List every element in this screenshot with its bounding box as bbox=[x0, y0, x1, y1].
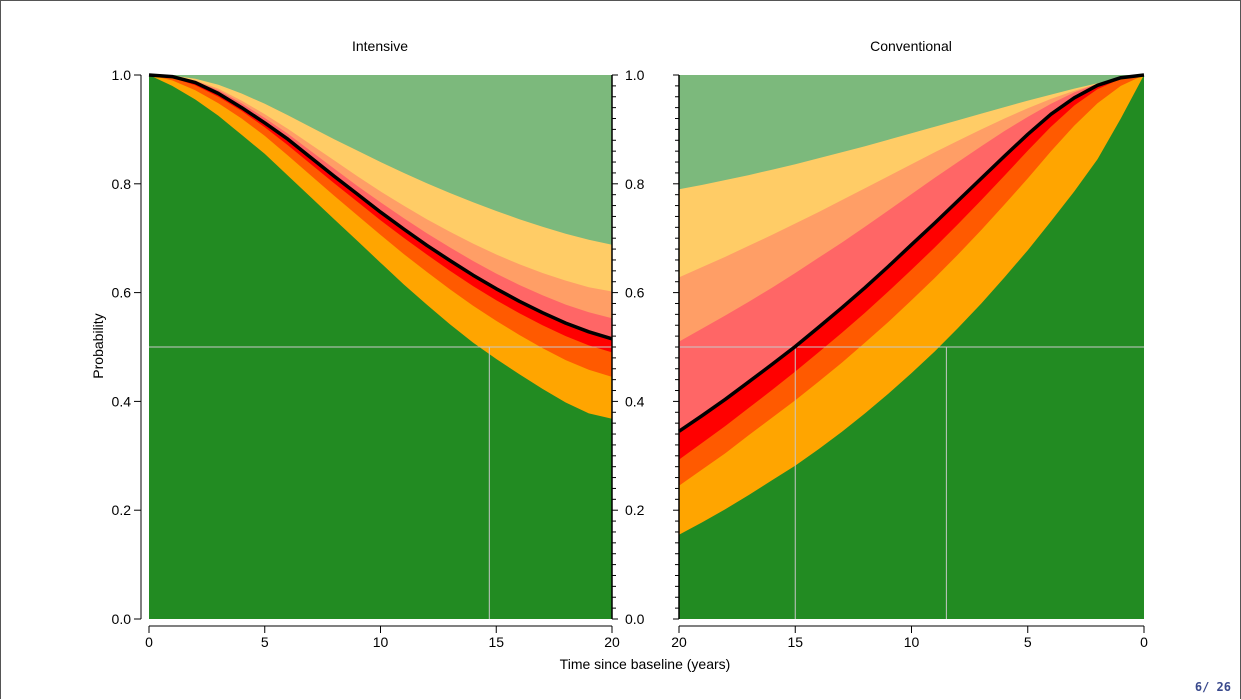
panel-title-intensive: Intensive bbox=[352, 38, 408, 54]
x-tick-label-intensive-3: 15 bbox=[488, 634, 504, 650]
y-tick-label-middle-4: 0.8 bbox=[625, 176, 645, 192]
y-tick-label-middle-5: 1.0 bbox=[625, 67, 645, 83]
curve-intensive bbox=[148, 73, 613, 341]
y-tick-label-middle-2: 0.4 bbox=[625, 393, 645, 409]
y-tick-label-middle-0: 0.0 bbox=[625, 611, 645, 627]
y-tick-label-middle-1: 0.2 bbox=[625, 502, 645, 518]
y-tick-label-middle-3: 0.6 bbox=[625, 285, 645, 301]
x-tick-label-conventional-4: 0 bbox=[1140, 634, 1148, 650]
x-tick-label-conventional-0: 20 bbox=[671, 634, 687, 650]
x-tick-label-intensive-0: 0 bbox=[145, 634, 153, 650]
y-tick-label-left-4: 0.8 bbox=[112, 176, 132, 192]
y-tick-label-left-3: 0.6 bbox=[112, 285, 132, 301]
y-tick-label-left-1: 0.2 bbox=[112, 502, 132, 518]
panel-intensive bbox=[148, 73, 613, 619]
page-number: 6/ 26 bbox=[1194, 680, 1231, 694]
curve-conventional bbox=[678, 73, 1145, 433]
x-tick-label-conventional-3: 5 bbox=[1024, 634, 1032, 650]
panel-conventional bbox=[678, 73, 1145, 619]
x-tick-label-intensive-2: 10 bbox=[373, 634, 389, 650]
x-tick-label-intensive-4: 20 bbox=[604, 634, 620, 650]
y-axis-label: Probability bbox=[90, 313, 106, 378]
y-tick-label-left-0: 0.0 bbox=[112, 611, 132, 627]
y-tick-label-left-5: 1.0 bbox=[112, 67, 132, 83]
panel-title-conventional: Conventional bbox=[870, 38, 952, 54]
x-tick-label-intensive-1: 5 bbox=[261, 634, 269, 650]
y-tick-label-left-2: 0.4 bbox=[112, 393, 132, 409]
x-tick-label-conventional-1: 15 bbox=[787, 634, 803, 650]
x-axis-label: Time since baseline (years) bbox=[560, 656, 731, 672]
chart-axes: 0 5 10 15 20 20 15 10 5 0 0.0 0.0 0.2 0.2 0.4 0.4 0.6 0.6… bbox=[112, 67, 1149, 650]
x-tick-label-conventional-2: 10 bbox=[904, 634, 920, 650]
